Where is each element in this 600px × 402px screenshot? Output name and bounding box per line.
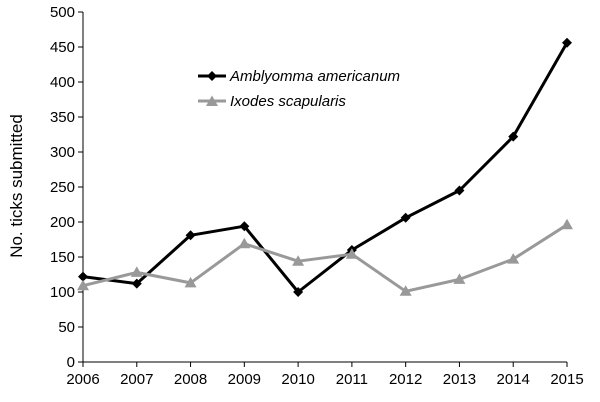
legend: Amblyomma americanum Ixodes scapularis bbox=[198, 68, 400, 110]
y-tick-label: 450 bbox=[50, 39, 75, 56]
y-tick-label: 0 bbox=[67, 354, 75, 371]
data-point bbox=[561, 218, 573, 230]
data-point bbox=[345, 248, 358, 259]
data-point bbox=[562, 37, 572, 48]
series-ixodes bbox=[77, 218, 573, 296]
data-point bbox=[77, 279, 89, 291]
data-point bbox=[78, 271, 88, 282]
y-tick-label: 100 bbox=[50, 284, 75, 301]
x-tick-label: 2006 bbox=[66, 371, 99, 388]
data-point bbox=[293, 287, 304, 297]
y-tick-label: 300 bbox=[50, 144, 75, 161]
y-tick-label: 50 bbox=[58, 319, 75, 336]
data-point bbox=[454, 185, 465, 196]
y-tick-label: 400 bbox=[50, 74, 75, 91]
x-tick-label: 2014 bbox=[497, 371, 530, 388]
legend-label-ixodes: Ixodes scapularis bbox=[230, 93, 346, 110]
legend-item-amblyomma: Amblyomma americanum bbox=[198, 68, 400, 85]
x-tick-label: 2007 bbox=[120, 371, 153, 388]
data-point bbox=[508, 131, 519, 142]
series-line bbox=[82, 223, 568, 293]
y-tick-label: 150 bbox=[50, 249, 75, 266]
x-tick-label: 2010 bbox=[281, 371, 314, 388]
data-point bbox=[130, 266, 143, 277]
legend-marker-ixodes bbox=[206, 95, 218, 106]
y-tick-label: 500 bbox=[50, 4, 75, 21]
axes bbox=[82, 12, 567, 363]
data-point bbox=[507, 253, 520, 264]
data-point bbox=[131, 278, 142, 289]
data-point bbox=[185, 230, 196, 241]
y-tick-label: 200 bbox=[50, 214, 75, 231]
data-point bbox=[292, 255, 305, 266]
x-tick-label: 2011 bbox=[336, 371, 368, 388]
legend-marker-amblyomma bbox=[207, 71, 217, 81]
data-point bbox=[400, 212, 411, 223]
y-axis-title: No. ticks submitted bbox=[7, 114, 26, 258]
data-point bbox=[399, 285, 412, 296]
legend-item-ixodes: Ixodes scapularis bbox=[198, 93, 346, 110]
y-tick-label: 250 bbox=[50, 179, 75, 196]
series-amblyomma bbox=[78, 37, 572, 297]
y-tick-label: 350 bbox=[50, 109, 75, 126]
data-point bbox=[239, 221, 250, 232]
data-point bbox=[453, 273, 466, 284]
data-point bbox=[238, 237, 251, 249]
y-axis-ticks: 0 50 100 150 200 250 300 350 400 450 500 bbox=[50, 4, 83, 371]
x-tick-label: 2008 bbox=[174, 371, 207, 388]
x-tick-label: 2012 bbox=[389, 371, 422, 388]
x-tick-label: 2009 bbox=[228, 371, 261, 388]
x-axis-ticks: 2006 2007 2008 2009 2010 2011 2012 2013 2014 2015 bbox=[66, 362, 584, 388]
data-point bbox=[184, 276, 197, 288]
series-layer bbox=[77, 37, 573, 297]
legend-label-amblyomma: Amblyomma americanum bbox=[229, 68, 400, 85]
x-tick-label: 2015 bbox=[550, 371, 583, 388]
x-tick-label: 2013 bbox=[443, 371, 476, 388]
series-line bbox=[82, 42, 569, 294]
